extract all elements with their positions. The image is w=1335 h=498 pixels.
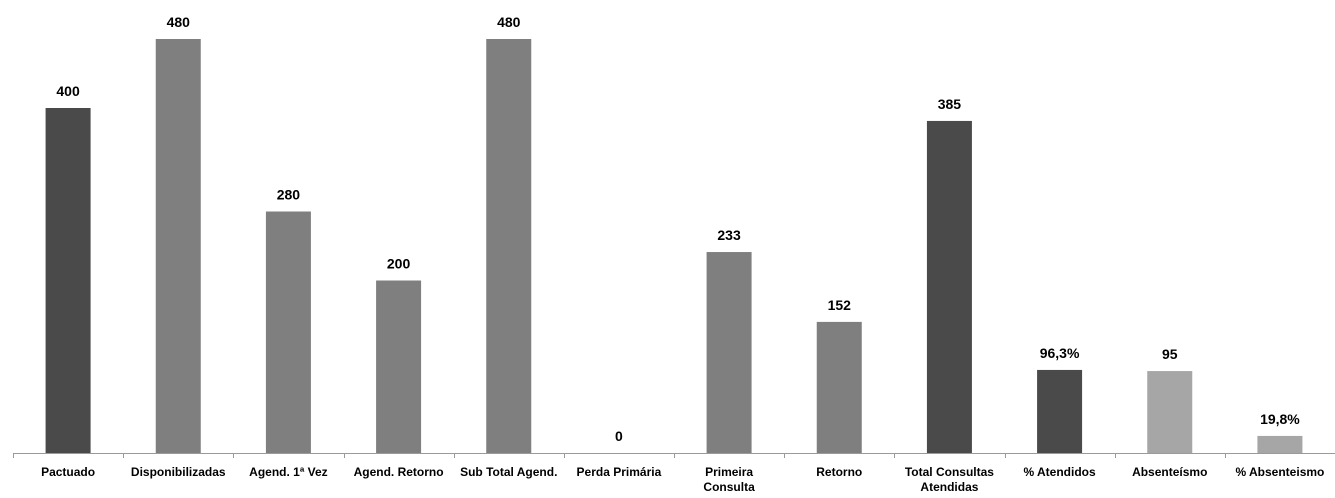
bar-agend-retorno <box>376 280 422 453</box>
category-label-perda-primaria: Perda Primária <box>577 465 662 479</box>
category-label-disponibilizadas: Disponibilizadas <box>131 465 226 479</box>
category-label-primeira-consulta: Primeira Consulta <box>703 465 755 494</box>
bar-primeira-consulta <box>706 252 752 453</box>
bars-layer <box>45 39 1303 453</box>
value-label-atendidos: 96,3% <box>1040 345 1080 361</box>
value-label-absenteismo: 19,8% <box>1260 411 1300 427</box>
category-label-agend-1-vez: Agend. 1ª Vez <box>249 465 327 479</box>
category-label-agend-retorno: Agend. Retorno <box>354 465 444 479</box>
category-labels-layer: Pactuado Disponibilizadas Agend. 1ª Vez Age… <box>41 465 1324 494</box>
value-label-primeira-consulta: 233 <box>717 227 741 243</box>
x-axis-ticks <box>13 453 1226 458</box>
value-label-pactuado: 400 <box>56 83 80 99</box>
value-label-sub-total-agend: 480 <box>497 14 521 30</box>
category-label-total-consultas-atendidas: Total Consultas Atendidas <box>905 465 994 494</box>
category-label-absenteismo: % Absenteismo <box>1235 465 1324 479</box>
bar-absenteismo <box>1257 435 1303 453</box>
value-label-retorno: 152 <box>828 297 852 313</box>
category-label-atendidos: % Atendidos <box>1023 465 1096 479</box>
value-label-agend-retorno: 200 <box>387 256 411 272</box>
category-label-retorno: Retorno <box>816 465 862 479</box>
value-label-total-consultas-atendidas: 385 <box>938 96 962 112</box>
bar-disponibilizadas <box>155 39 201 453</box>
value-labels-layer: 400 480 280 200 480 0 233 152 385 96,3% 95 19,8% <box>56 14 1300 444</box>
value-label-perda-primaria: 0 <box>615 428 623 444</box>
bar-pactuado <box>45 108 91 453</box>
value-label-absenteismo: 95 <box>1162 346 1178 362</box>
value-label-disponibilizadas: 480 <box>167 14 191 30</box>
bar-total-consultas-atendidas <box>926 120 972 453</box>
bar-retorno <box>816 321 862 453</box>
bar-absenteismo <box>1147 371 1193 453</box>
bar-sub-total-agend <box>486 39 532 453</box>
category-label-absenteismo: Absenteísmo <box>1132 465 1207 479</box>
value-label-agend-1-vez: 280 <box>277 187 301 203</box>
bar-atendidos <box>1037 369 1083 453</box>
category-label-pactuado: Pactuado <box>41 465 95 479</box>
category-label-sub-total-agend: Sub Total Agend. <box>460 465 557 479</box>
bar-agend-1-vez <box>265 211 311 453</box>
